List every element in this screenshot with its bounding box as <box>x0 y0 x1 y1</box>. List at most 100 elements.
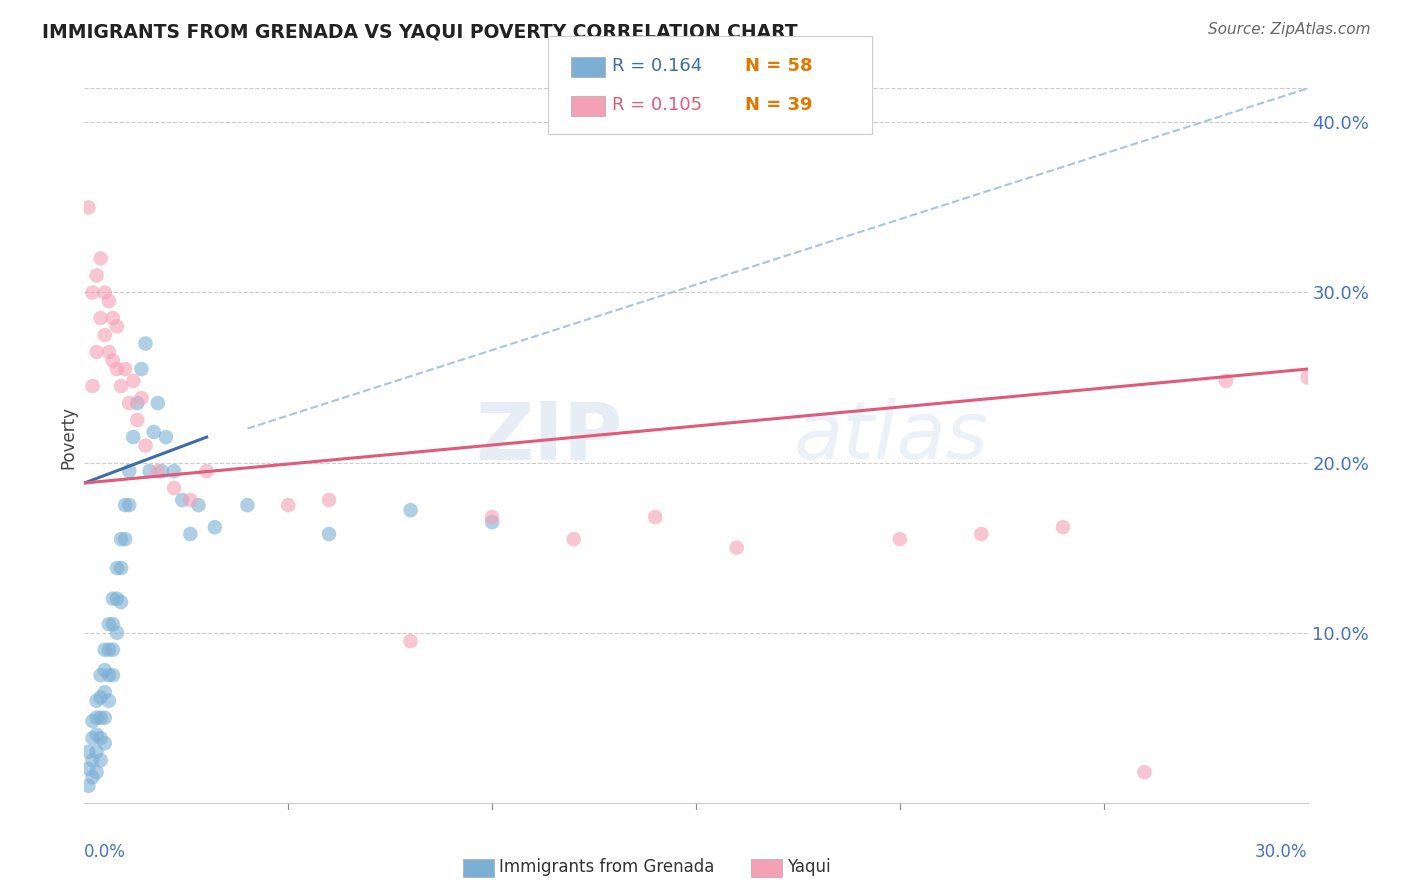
Point <box>114 498 136 512</box>
Point <box>105 591 128 606</box>
Point <box>399 634 422 648</box>
Point <box>90 252 112 266</box>
Point <box>399 503 422 517</box>
Point <box>90 753 112 767</box>
Point <box>135 336 157 351</box>
Point <box>77 779 100 793</box>
Point <box>97 293 120 308</box>
Point <box>118 498 141 512</box>
Text: R = 0.164: R = 0.164 <box>612 57 702 75</box>
Point <box>90 311 112 326</box>
Point <box>562 532 585 546</box>
Point <box>163 481 186 495</box>
Point <box>86 711 108 725</box>
Point <box>97 668 120 682</box>
Point <box>127 396 149 410</box>
Text: N = 58: N = 58 <box>745 57 813 75</box>
Point <box>1133 765 1156 780</box>
Point <box>97 345 120 359</box>
Point <box>481 515 503 529</box>
Point <box>86 728 108 742</box>
Point <box>114 532 136 546</box>
Point <box>179 493 201 508</box>
Point <box>122 374 145 388</box>
Point <box>93 736 115 750</box>
Point <box>970 527 993 541</box>
Point <box>77 201 100 215</box>
Point <box>122 430 145 444</box>
Point <box>318 493 340 508</box>
Point <box>97 694 120 708</box>
Point <box>93 328 115 343</box>
Point <box>90 711 112 725</box>
Point <box>93 642 115 657</box>
Point <box>236 498 259 512</box>
Point <box>163 464 186 478</box>
Point <box>118 396 141 410</box>
Point <box>481 510 503 524</box>
Point <box>1296 370 1319 384</box>
Point <box>105 625 128 640</box>
Point <box>138 464 160 478</box>
Point <box>101 591 124 606</box>
Point <box>93 685 115 699</box>
Point <box>110 379 132 393</box>
Point <box>146 396 169 410</box>
Point <box>97 642 120 657</box>
Point <box>150 464 173 478</box>
Point <box>110 561 132 575</box>
Point <box>135 439 157 453</box>
Text: Immigrants from Grenada: Immigrants from Grenada <box>499 858 714 876</box>
Point <box>725 541 748 555</box>
Point <box>318 527 340 541</box>
Point <box>187 498 209 512</box>
Point <box>82 285 104 300</box>
Point <box>82 770 104 784</box>
Point <box>277 498 299 512</box>
Point <box>86 765 108 780</box>
Text: N = 39: N = 39 <box>745 96 813 114</box>
Point <box>1052 520 1074 534</box>
Y-axis label: Poverty: Poverty <box>59 406 77 468</box>
Point <box>82 753 104 767</box>
Point <box>1215 374 1237 388</box>
Point <box>93 285 115 300</box>
Point <box>195 464 218 478</box>
Point <box>101 617 124 632</box>
Point <box>127 413 149 427</box>
Point <box>172 493 194 508</box>
Point <box>90 668 112 682</box>
Text: Source: ZipAtlas.com: Source: ZipAtlas.com <box>1208 22 1371 37</box>
Point <box>114 362 136 376</box>
Text: 30.0%: 30.0% <box>1256 843 1308 861</box>
Point <box>82 379 104 393</box>
Text: ZIP: ZIP <box>475 398 623 476</box>
Point <box>97 617 120 632</box>
Point <box>110 532 132 546</box>
Point <box>131 362 153 376</box>
Point <box>86 745 108 759</box>
Point <box>105 319 128 334</box>
Point <box>77 745 100 759</box>
Point <box>77 762 100 776</box>
Point <box>179 527 201 541</box>
Point <box>101 353 124 368</box>
Point <box>110 595 132 609</box>
Point <box>146 464 169 478</box>
Point <box>204 520 226 534</box>
Point <box>155 430 177 444</box>
Point <box>90 690 112 705</box>
Point <box>86 345 108 359</box>
Point <box>86 694 108 708</box>
Text: 0.0%: 0.0% <box>84 843 127 861</box>
Text: atlas: atlas <box>794 398 988 476</box>
Point <box>644 510 666 524</box>
Text: R = 0.105: R = 0.105 <box>612 96 702 114</box>
Point <box>101 311 124 326</box>
Point <box>101 668 124 682</box>
Point <box>142 425 165 439</box>
Point <box>118 464 141 478</box>
Point <box>86 268 108 283</box>
Point <box>889 532 911 546</box>
Point <box>82 714 104 728</box>
